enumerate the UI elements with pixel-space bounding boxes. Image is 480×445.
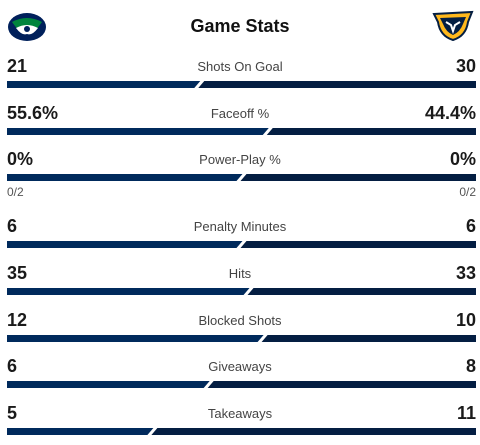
- away-stat-value: 44.4%: [424, 103, 476, 123]
- stat-label: Penalty Minutes: [193, 219, 287, 234]
- stat-label: Giveaways: [208, 359, 272, 374]
- stat-label: Shots On Goal: [197, 59, 283, 74]
- away-share-bar: [240, 241, 476, 248]
- stat-comparison-bar: [7, 381, 476, 388]
- stat-row: 35 Hits 33: [0, 263, 480, 303]
- stat-label: Power-Play %: [199, 152, 281, 167]
- home-share-bar: [7, 288, 250, 295]
- stat-row: 5 Takeaways 11: [0, 403, 480, 443]
- game-stats-header: Game Stats: [0, 0, 480, 52]
- home-stat-value: 21: [7, 56, 28, 76]
- stat-row: 21 Shots On Goal 30: [0, 56, 480, 96]
- stat-row: 0% Power-Play % 0% 0/2 0/2: [0, 149, 480, 199]
- home-stat-value: 12: [7, 310, 28, 330]
- stat-comparison-bar: [7, 428, 476, 435]
- home-stat-value: 35: [7, 263, 28, 283]
- away-share-bar: [261, 335, 476, 342]
- stat-row: 12 Blocked Shots 10: [0, 310, 480, 350]
- away-share-bar: [207, 381, 476, 388]
- stat-comparison-bar: [7, 335, 476, 342]
- canucks-logo-icon: [8, 13, 46, 41]
- away-stat-value: 10: [455, 310, 476, 330]
- away-share-bar: [266, 128, 476, 135]
- home-stat-value: 0%: [7, 149, 34, 169]
- home-share-bar: [7, 428, 154, 435]
- home-share-bar: [7, 335, 264, 342]
- away-share-bar: [247, 288, 476, 295]
- home-stat-value: 55.6%: [7, 103, 59, 123]
- stat-comparison-bar: [7, 174, 476, 181]
- stat-label: Takeaways: [207, 406, 273, 421]
- stat-row: 6 Giveaways 8: [0, 356, 480, 396]
- home-share-bar: [7, 241, 243, 248]
- home-stat-value: 6: [7, 216, 18, 236]
- stat-label: Faceoff %: [210, 106, 270, 121]
- home-stat-value: 5: [7, 403, 18, 423]
- stat-comparison-bar: [7, 241, 476, 248]
- away-stat-value: 0%: [449, 149, 476, 169]
- home-stat-value: 6: [7, 356, 18, 376]
- home-share-bar: [7, 174, 243, 181]
- home-stat-detail: 0/2: [7, 185, 24, 199]
- home-share-bar: [7, 381, 210, 388]
- away-share-bar: [240, 174, 476, 181]
- page-title: Game Stats: [190, 16, 290, 36]
- stat-comparison-bar: [7, 81, 476, 88]
- stat-comparison-bar: [7, 288, 476, 295]
- stat-comparison-bar: [7, 128, 476, 135]
- away-stat-value: 33: [455, 263, 476, 283]
- away-stat-value: 6: [465, 216, 476, 236]
- away-share-bar: [151, 428, 476, 435]
- away-share-bar: [198, 81, 476, 88]
- stat-row: 55.6% Faceoff % 44.4%: [0, 103, 480, 143]
- stat-row: 6 Penalty Minutes 6: [0, 216, 480, 256]
- stat-label: Hits: [228, 266, 252, 281]
- away-stat-value: 11: [456, 403, 476, 423]
- stat-label: Blocked Shots: [198, 313, 282, 328]
- away-stat-detail: 0/2: [459, 185, 476, 199]
- away-stat-value: 8: [465, 356, 476, 376]
- predators-logo-icon: [432, 10, 474, 42]
- home-share-bar: [7, 81, 201, 88]
- away-stat-value: 30: [455, 56, 476, 76]
- home-share-bar: [7, 128, 269, 135]
